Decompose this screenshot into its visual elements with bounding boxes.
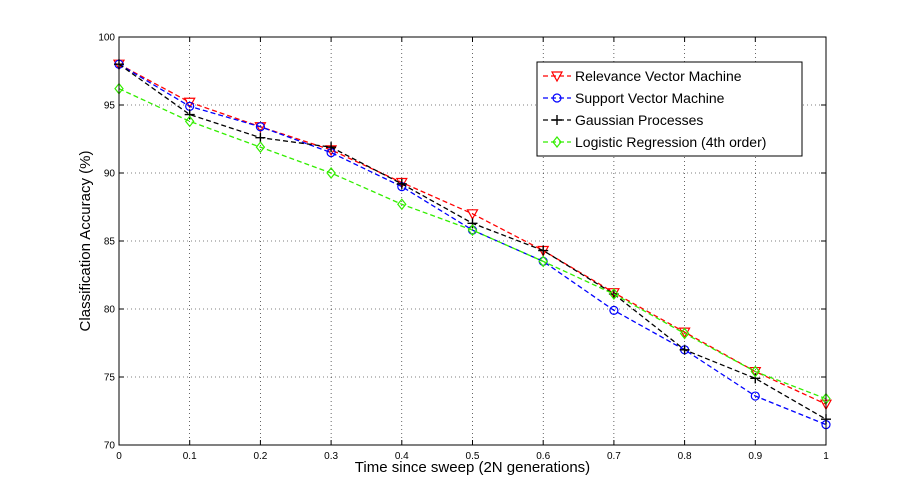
x-tick-label: 0	[116, 451, 122, 462]
legend-label: Support Vector Machine	[575, 90, 725, 106]
legend-item-logistic-regression-4th-order: Logistic Regression (4th order)	[543, 134, 766, 150]
x-tick-label: 0.7	[607, 451, 621, 462]
x-tick-label: 0.2	[253, 451, 267, 462]
x-tick-label: 0.5	[466, 451, 480, 462]
series-line-relevance-vector-machine	[118, 63, 827, 405]
data-point-gaussian-processes	[255, 132, 266, 143]
data-point-logistic-regression-4th-order	[326, 167, 336, 179]
legend-swatch-marker	[552, 93, 562, 103]
legend-label: Gaussian Processes	[575, 112, 703, 128]
data-point-gaussian-processes	[467, 218, 478, 229]
x-tick-label: 0.9	[748, 451, 762, 462]
legend-item-support-vector-machine: Support Vector Machine	[543, 90, 725, 106]
data-point-gaussian-processes	[750, 373, 761, 384]
x-axis-label: Time since sweep (2N generations)	[355, 459, 590, 476]
y-axis-label: Classification Accuracy (%)	[77, 151, 94, 332]
legend-swatch-marker	[552, 115, 562, 125]
y-tick-label: 75	[104, 373, 116, 384]
y-tick-label: 85	[104, 237, 116, 248]
legend-item-relevance-vector-machine: Relevance Vector Machine	[543, 68, 742, 84]
data-point-gaussian-processes	[538, 245, 549, 256]
data-point-relevance-vector-machine	[466, 209, 479, 221]
data-point-gaussian-processes	[326, 142, 337, 153]
legend-label: Relevance Vector Machine	[575, 68, 742, 84]
data-point-logistic-regression-4th-order	[255, 141, 266, 154]
x-tick-label: 0.1	[183, 451, 197, 462]
legend-swatch-marker	[550, 71, 564, 83]
x-tick-label: 0.3	[324, 451, 338, 462]
x-tick-label: 0.6	[536, 451, 550, 462]
data-point-logistic-regression-4th-order	[679, 327, 690, 340]
data-point-gaussian-processes	[396, 178, 407, 189]
data-point-logistic-regression-4th-order	[397, 198, 407, 211]
data-point-support-vector-machine	[255, 122, 265, 132]
legend-box	[536, 61, 803, 157]
legend: Relevance Vector Machine Support Vector M…	[536, 61, 803, 157]
x-tick-label: 0.4	[395, 451, 409, 462]
data-point-logistic-regression-4th-order	[538, 255, 548, 268]
y-tick-label: 90	[104, 169, 116, 180]
data-point-logistic-regression-4th-order	[184, 115, 195, 128]
data-point-support-vector-machine	[609, 305, 619, 315]
legend-label: Logistic Regression (4th order)	[575, 134, 766, 150]
legend-item-gaussian-processes: Gaussian Processes	[543, 112, 703, 128]
data-point-logistic-regression-4th-order	[609, 288, 619, 301]
data-point-gaussian-processes	[679, 344, 690, 355]
x-tick-label: 1	[823, 451, 829, 462]
data-point-logistic-regression-4th-order	[467, 224, 478, 237]
x-tick-label: 0.8	[678, 451, 692, 462]
series-line-support-vector-machine	[118, 63, 827, 426]
series-line-logistic-regression-4th-order	[118, 88, 827, 400]
legend-swatch-marker	[552, 136, 562, 148]
y-tick-label: 95	[104, 101, 116, 112]
data-point-logistic-regression-4th-order	[750, 365, 761, 378]
y-tick-label: 100	[98, 33, 115, 44]
data-point-support-vector-machine	[750, 391, 760, 401]
axis-ticks: 0 0.1 0.2 0.3 0.4 0.5 0.6 0.7 0.8 0.9 1 70 75 80 85 90 9…	[98, 33, 829, 463]
y-tick-label: 80	[104, 305, 116, 316]
data-point-gaussian-processes	[184, 109, 195, 120]
y-tick-label: 70	[104, 441, 116, 452]
